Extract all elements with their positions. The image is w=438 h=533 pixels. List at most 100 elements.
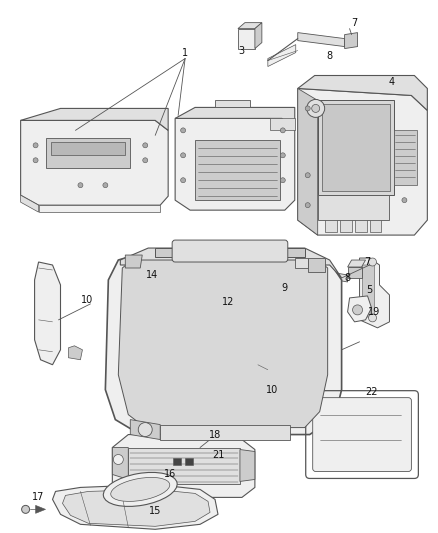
Polygon shape (21, 120, 168, 205)
Polygon shape (298, 33, 345, 46)
Text: 4: 4 (389, 77, 395, 87)
Polygon shape (112, 434, 255, 497)
Text: 16: 16 (164, 470, 176, 480)
Text: 12: 12 (222, 297, 234, 307)
Polygon shape (195, 140, 280, 200)
Polygon shape (175, 118, 295, 210)
Text: 17: 17 (32, 492, 45, 503)
Circle shape (307, 100, 325, 117)
Circle shape (305, 203, 310, 208)
Circle shape (312, 104, 320, 112)
Bar (185, 457, 193, 465)
Polygon shape (298, 88, 318, 235)
Polygon shape (125, 255, 142, 268)
Circle shape (368, 314, 377, 322)
Polygon shape (155, 248, 305, 257)
Text: 15: 15 (149, 506, 161, 516)
Text: 7: 7 (364, 257, 371, 267)
Polygon shape (348, 296, 371, 322)
Polygon shape (238, 22, 262, 29)
Polygon shape (238, 29, 255, 49)
Text: 7: 7 (351, 18, 358, 28)
Circle shape (368, 258, 377, 266)
Polygon shape (355, 220, 367, 232)
Polygon shape (255, 22, 262, 49)
Ellipse shape (103, 472, 177, 506)
Circle shape (78, 183, 83, 188)
Polygon shape (248, 345, 282, 422)
Text: 14: 14 (146, 270, 159, 280)
Polygon shape (120, 248, 342, 278)
Circle shape (180, 177, 186, 183)
Circle shape (280, 153, 285, 158)
Text: 10: 10 (81, 295, 94, 305)
Polygon shape (35, 505, 46, 513)
Polygon shape (321, 104, 390, 191)
Circle shape (21, 505, 30, 513)
Polygon shape (348, 267, 361, 278)
Polygon shape (363, 265, 374, 320)
Text: 5: 5 (367, 285, 373, 295)
FancyBboxPatch shape (172, 240, 288, 262)
Polygon shape (325, 220, 337, 232)
Circle shape (305, 173, 310, 177)
Text: 8: 8 (345, 273, 351, 283)
Text: 9: 9 (282, 283, 288, 293)
Polygon shape (360, 258, 389, 328)
Circle shape (33, 143, 38, 148)
Circle shape (280, 177, 285, 183)
Text: 10: 10 (266, 385, 278, 394)
Polygon shape (295, 258, 308, 268)
Polygon shape (160, 425, 290, 440)
Polygon shape (53, 484, 218, 529)
Polygon shape (298, 88, 427, 235)
Text: 8: 8 (327, 51, 333, 61)
Polygon shape (215, 100, 250, 108)
FancyBboxPatch shape (313, 398, 411, 472)
Polygon shape (370, 220, 381, 232)
Polygon shape (318, 100, 395, 195)
Polygon shape (345, 33, 357, 49)
Circle shape (353, 305, 363, 315)
Circle shape (180, 153, 186, 158)
Polygon shape (192, 288, 225, 318)
Polygon shape (21, 195, 39, 212)
Text: 21: 21 (212, 449, 224, 459)
Polygon shape (63, 489, 210, 526)
Bar (173, 457, 181, 465)
Circle shape (138, 423, 152, 437)
Polygon shape (46, 139, 130, 168)
Ellipse shape (111, 478, 170, 502)
Polygon shape (339, 220, 352, 232)
Circle shape (113, 455, 124, 464)
Polygon shape (130, 419, 160, 440)
Circle shape (305, 106, 310, 111)
Polygon shape (318, 195, 389, 220)
Polygon shape (395, 131, 417, 185)
Circle shape (402, 198, 407, 203)
Polygon shape (35, 262, 60, 365)
Polygon shape (240, 449, 255, 481)
Circle shape (103, 183, 108, 188)
Text: 1: 1 (182, 47, 188, 58)
Polygon shape (39, 205, 160, 212)
Polygon shape (21, 108, 168, 131)
Text: 18: 18 (209, 430, 221, 440)
Polygon shape (348, 260, 366, 267)
Circle shape (143, 143, 148, 148)
Text: 22: 22 (365, 386, 378, 397)
Polygon shape (195, 290, 200, 298)
Circle shape (280, 128, 285, 133)
Polygon shape (106, 252, 342, 434)
Polygon shape (268, 45, 296, 67)
Polygon shape (318, 270, 348, 282)
Polygon shape (68, 346, 82, 360)
Polygon shape (128, 448, 240, 484)
Polygon shape (298, 76, 427, 110)
Text: 19: 19 (368, 307, 381, 317)
Circle shape (143, 158, 148, 163)
Circle shape (180, 128, 186, 133)
Text: 3: 3 (238, 45, 244, 55)
Polygon shape (308, 258, 325, 272)
Polygon shape (50, 142, 125, 155)
